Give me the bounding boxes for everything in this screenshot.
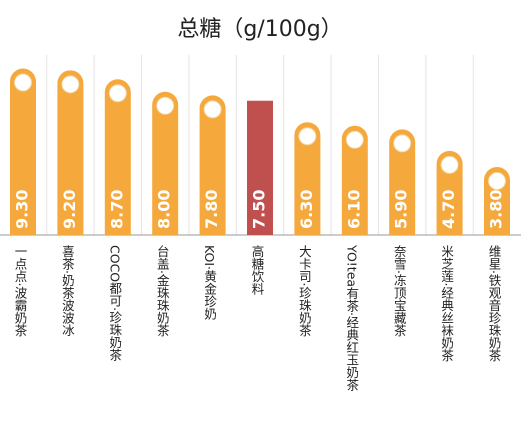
bar [341,125,368,235]
value-label: 9.20 [60,190,79,229]
chart-title: 总糖（g/100g） [177,17,342,42]
value-label: 5.90 [392,190,411,229]
category-label: 奈雪·冻顶宝藏茶 [392,245,407,336]
category-label: COCO都可·珍珠奶茶 [107,245,122,361]
bar-bubble [440,155,459,174]
bar-bubble [345,130,364,149]
bar-bubble [298,127,317,146]
bar [294,122,321,235]
value-label: 6.30 [297,190,316,229]
bar-bubble [156,96,175,115]
bar [10,68,36,236]
value-label: 6.10 [344,190,363,229]
category-label: 大卡司·珍珠奶茶 [297,245,312,336]
bar [436,150,463,235]
bar-bubble [203,100,222,119]
bar [152,91,179,235]
category-label: 喜茶·奶茶波波冰 [60,245,75,336]
value-label: 8.70 [107,190,126,229]
bar-bubble [488,171,506,190]
value-label: 3.80 [487,190,506,229]
value-label: 9.30 [13,190,32,229]
category-label: 高糖饮料 [250,244,265,295]
category-label: 维星·铁观音珍珠奶茶 [487,245,502,361]
category-label: 一点点·波霸奶茶 [13,245,28,336]
bar-bubble [108,84,127,103]
bar [57,70,84,235]
bar [104,79,131,235]
value-label: 4.70 [439,190,458,229]
category-label: 米芝莲·经典丝袜奶茶 [439,245,454,361]
category-label: 台盖·金珠珠奶茶 [155,244,170,336]
bar-bubble [14,73,32,92]
bar [389,129,416,235]
category-label: KOI·黄金珍奶 [202,245,217,321]
value-label: 8.00 [155,190,174,229]
bar-bubble [393,134,412,153]
bar [247,100,273,235]
bar [199,95,226,235]
value-label: 7.80 [202,190,221,229]
bar-bubble [61,75,80,94]
category-label: YO!tea有茶·经典红玉奶茶 [344,244,359,391]
value-label: 7.50 [250,190,269,229]
